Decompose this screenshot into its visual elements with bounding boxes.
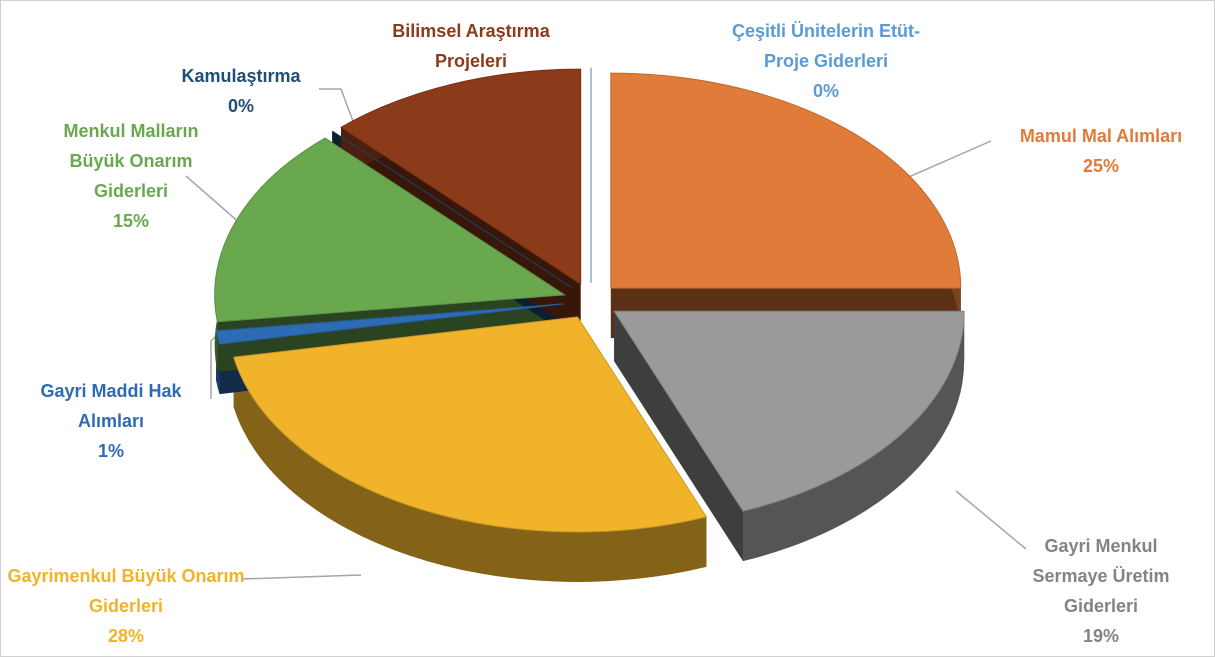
leader-line [240,574,362,580]
value-label: 19% [1082,626,1120,646]
data-label: Mamul Mal Alımları 25% [986,121,1214,181]
category-label: Gayri Menkul Sermaye Üretim Giderleri [1032,536,1170,616]
category-label: Çeşitli Ünitelerin Etüt-Proje Giderleri [731,21,920,71]
slice-edge [233,357,707,582]
slice-wall [614,311,744,562]
category-label: Kamulaştırma [181,66,301,86]
slice [340,68,582,286]
category-label: Mamul Mal Alımları [1019,126,1183,146]
slice-edge [743,311,965,562]
data-label: Gayrimenkul Büyük Onarım Giderleri 28% [1,561,251,651]
data-label: Bilimsel Araştırma Projeleri 12% [366,16,576,106]
value-label: 0% [812,81,839,101]
slice [214,137,567,323]
leader-line [955,490,1027,550]
data-label: Menkul Malların Büyük Onarım Giderleri 15… [36,116,226,236]
slice [233,316,708,533]
data-label: Gayri Menkul Sermaye Üretim Giderleri 19% [1011,531,1191,651]
slice [215,303,564,345]
value-label: 12% [452,81,490,101]
slice [610,72,962,289]
value-label: 1% [97,441,124,461]
value-label: 28% [107,626,145,646]
category-label: Gayrimenkul Büyük Onarım Giderleri [7,566,245,616]
category-label: Gayri Maddi Hak Alımları [40,381,182,431]
value-label: 0% [227,96,254,116]
data-label: Kamulaştırma 0% [156,61,326,121]
category-label: Bilimsel Araştırma Projeleri [392,21,550,71]
category-label: Menkul Malların Büyük Onarım Giderleri [63,121,199,201]
data-label: Gayri Maddi Hak Alımları 1% [21,376,201,466]
slice [331,130,573,289]
value-label: 15% [112,211,150,231]
data-label: Çeşitli Ünitelerin Etüt-Proje Giderleri 0… [711,16,941,106]
value-label: 25% [1082,156,1120,176]
slice [613,310,965,512]
